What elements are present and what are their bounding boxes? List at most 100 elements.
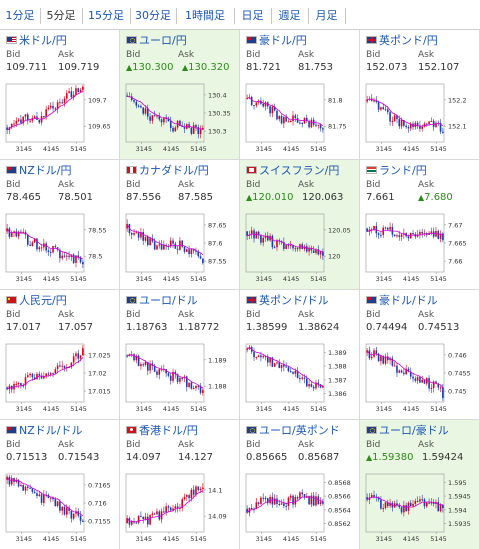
currency-pair-panel[interactable]: 豪ドル/ドル Bid Ask 0.74494 0.74513 0.746 0.7455 0.7… — [360, 290, 480, 420]
tab-4[interactable]: 1時間足 — [176, 8, 235, 24]
currency-pair-panel[interactable]: カナダドル/円 Bid Ask 87.556 87.585 87.65 87.6 87.55 3… — [120, 160, 240, 290]
x-tick-label: 4145 — [403, 275, 420, 283]
x-tick-label: 4145 — [163, 535, 180, 543]
pair-title-link[interactable]: 英ポンド/ドル — [246, 294, 356, 308]
pair-title-link[interactable]: ランド/円 — [366, 164, 476, 178]
pair-title-link[interactable]: 豪ドル/ドル — [366, 294, 476, 308]
tab-0[interactable]: 1分足 — [0, 8, 41, 24]
pair-title-link[interactable]: カナダドル/円 — [126, 164, 236, 178]
tab-7[interactable]: 月足 — [308, 8, 346, 24]
pair-title-link[interactable]: ユーロ/英ポンド — [246, 424, 356, 438]
candle — [137, 104, 140, 108]
currency-pair-panel[interactable]: 香港ドル/円 Bid Ask 14.097 14.127 14.1 14.09 3145 414… — [120, 420, 240, 549]
candle — [192, 485, 195, 499]
candle — [315, 491, 317, 507]
bid-value: 87.556 — [126, 191, 161, 204]
currency-pair-panel[interactable]: ユーロ/豪ドル Bid Ask ▲1.59380 1.59424 1.595 1.5945 1… — [360, 420, 480, 549]
currency-pair-panel[interactable]: スイスフラン/円 Bid Ask ▲120.010 120.063 120.05 120 31… — [240, 160, 360, 290]
tab-separator — [345, 8, 346, 24]
plot-frame — [125, 473, 205, 533]
candle — [253, 105, 255, 110]
candle — [292, 110, 294, 126]
pair-title-link[interactable]: ユーロ/豪ドル — [366, 424, 476, 438]
candlestick-chart[interactable]: 87.65 87.6 87.55 3145 4145 5145 — [124, 211, 236, 289]
eu-flag-icon — [246, 426, 257, 434]
pair-title-link[interactable]: ユーロ/円 — [126, 34, 236, 48]
candle — [17, 230, 20, 240]
candle — [409, 367, 412, 380]
currency-pair-panel[interactable]: 米ドル/円 Bid Ask 109.711 109.719 109.7 109.65 3145… — [0, 30, 120, 160]
ask-number: 152.107 — [418, 62, 460, 73]
pair-name: 人民元/円 — [19, 294, 67, 307]
candle — [169, 373, 172, 385]
candle — [262, 354, 265, 359]
pair-title-link[interactable]: 米ドル/円 — [6, 34, 116, 48]
currency-pair-panel[interactable]: NZドル/ドル Bid Ask 0.71513 0.71543 0.7165 0.716 0.… — [0, 420, 120, 549]
candlestick-chart[interactable]: 0.746 0.7455 0.745 3145 4145 5145 — [364, 341, 476, 419]
candle — [386, 226, 389, 231]
candlestick-chart[interactable]: 1.189 1.188 3145 4145 5145 — [124, 341, 236, 419]
bid-number: 17.017 — [6, 322, 41, 333]
candle — [264, 232, 267, 242]
candlestick-chart[interactable]: 78.55 78.5 3145 4145 5145 — [4, 211, 116, 289]
currency-pair-panel[interactable]: ユーロ/円 Bid Ask ▲130.300 ▲130.320 130.4 130.35 13… — [120, 30, 240, 160]
candle — [172, 237, 174, 248]
pair-title-link[interactable]: NZドル/ドル — [6, 424, 116, 438]
candle — [382, 503, 385, 513]
pair-title-link[interactable]: ユーロ/ドル — [126, 294, 236, 308]
pair-title-link[interactable]: 香港ドル/円 — [126, 424, 236, 438]
candle — [72, 253, 75, 265]
candlestick-chart[interactable]: 1.389 1.388 1.387 1.386 3145 4145 5145 — [244, 341, 356, 419]
currency-pair-panel[interactable]: 英ポンド/ドル Bid Ask 1.38599 1.38624 1.389 1.388 1.3… — [240, 290, 360, 420]
bid-label: Bid — [246, 50, 261, 60]
candle — [432, 380, 435, 393]
ask-label: Ask — [58, 180, 75, 190]
candlestick-chart[interactable]: 81.8 81.75 3145 4145 5145 — [244, 81, 356, 159]
currency-pair-panel[interactable]: ランド/円 Bid Ask 7.661 ▲7.680 7.67 7.665 7.66 3145 4… — [360, 160, 480, 290]
tab-2[interactable]: 15分足 — [82, 8, 131, 24]
pair-title-link[interactable]: スイスフラン/円 — [246, 164, 356, 178]
pair-title-link[interactable]: 豪ドル/円 — [246, 34, 356, 48]
pair-name: 英ポンド/ドル — [259, 294, 329, 307]
candlestick-chart[interactable]: 14.1 14.09 3145 4145 5145 — [124, 471, 236, 549]
candlestick-chart[interactable]: 0.8568 0.8566 0.8564 0.8562 3145 4145 5145 — [244, 471, 356, 549]
currency-pair-panel[interactable]: NZドル/円 Bid Ask 78.465 78.501 78.55 78.5 3145 414… — [0, 160, 120, 290]
candle — [389, 356, 391, 365]
candle — [303, 244, 306, 252]
candle — [140, 362, 142, 370]
pair-title-link[interactable]: NZドル/円 — [6, 164, 116, 178]
pair-title-link[interactable]: 人民元/円 — [6, 294, 116, 308]
tab-1[interactable]: 5分足 — [40, 8, 83, 24]
candle — [266, 101, 269, 110]
tab-3[interactable]: 30分足 — [130, 8, 177, 24]
candlestick-chart[interactable]: 109.7 109.65 3145 4145 5145 — [4, 81, 116, 159]
tab-6[interactable]: 週足 — [271, 8, 309, 24]
candlestick-chart[interactable]: 1.595 1.5945 1.594 1.5935 3145 4145 5145 — [364, 471, 476, 549]
ask-label: Ask — [58, 440, 75, 450]
candle — [33, 238, 36, 244]
candlestick-chart[interactable]: 17.025 17.02 17.015 3145 4145 5145 — [4, 341, 116, 419]
candle — [292, 370, 294, 375]
x-tick-label: 4145 — [283, 145, 300, 153]
candlestick-chart[interactable]: 7.67 7.665 7.66 3145 4145 5145 — [364, 211, 476, 289]
x-tick-label: 5145 — [190, 145, 207, 153]
pair-title-link[interactable]: 英ポンド/円 — [366, 34, 476, 48]
currency-pair-panel[interactable]: 豪ドル/円 Bid Ask 81.721 81.753 81.8 81.75 3145 4145… — [240, 30, 360, 160]
ask-number: 1.38624 — [298, 322, 340, 333]
candlestick-chart[interactable]: 0.7165 0.716 0.7155 3145 4145 5145 — [4, 471, 116, 549]
candle — [183, 246, 186, 254]
currency-pair-panel[interactable]: ユーロ/英ポンド Bid Ask 0.85665 0.85687 0.8568 0.8566… — [240, 420, 360, 549]
candlestick-chart[interactable]: 130.4 130.35 130.3 3145 4145 5145 — [124, 81, 236, 159]
candle — [82, 260, 84, 269]
currency-pair-panel[interactable]: 英ポンド/円 Bid Ask 152.073 152.107 152.2 152.1 3145… — [360, 30, 480, 160]
candlestick-chart[interactable]: 152.2 152.1 3145 4145 5145 — [364, 81, 476, 159]
tab-5[interactable]: 日足 — [234, 8, 272, 24]
candle — [167, 116, 170, 122]
candlestick-chart[interactable]: 120.05 120 3145 4145 5145 — [244, 211, 356, 289]
currency-pair-panel[interactable]: ユーロ/ドル Bid Ask 1.18763 1.18772 1.189 1.188 3145… — [120, 290, 240, 420]
candle — [255, 231, 258, 239]
candle — [79, 510, 82, 525]
y-tick-label: 17.02 — [88, 370, 107, 378]
currency-pair-panel[interactable]: 人民元/円 Bid Ask 17.017 17.057 17.025 17.02 17.015… — [0, 290, 120, 420]
x-tick-label: 4145 — [283, 405, 300, 413]
